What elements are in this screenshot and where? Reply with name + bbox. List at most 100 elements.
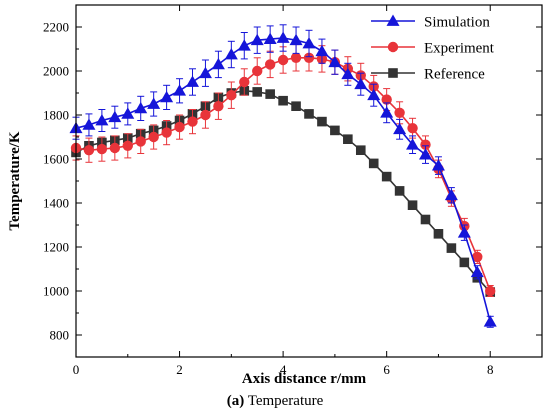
experiment-point: [472, 251, 483, 263]
simulation-point: [470, 265, 484, 278]
legend-item-reference: Reference: [371, 67, 485, 83]
experiment-point: [277, 54, 289, 66]
experiment-point: [394, 107, 405, 119]
experiment-point: [122, 140, 133, 151]
reference-point: [433, 229, 444, 239]
simulation-point: [419, 148, 432, 160]
simulation-point: [302, 37, 316, 49]
y-tick-label: 1200: [43, 240, 69, 255]
y-tick-label: 1800: [43, 108, 69, 123]
simulation-point: [483, 315, 497, 327]
experiment-point: [148, 131, 159, 143]
experiment-point: [187, 116, 198, 127]
y-tick-label: 2000: [43, 64, 69, 79]
reference-point: [330, 125, 340, 136]
simulation-point: [147, 97, 161, 109]
simulation-point: [250, 33, 264, 46]
simulation-point: [237, 39, 251, 51]
simulation-point: [431, 159, 445, 171]
reference-point: [252, 87, 263, 97]
reference-point: [278, 95, 288, 106]
legend-label-reference: Reference: [424, 67, 485, 83]
experiment-point: [83, 145, 95, 156]
series-simulation: [69, 24, 497, 328]
reference-point: [381, 171, 392, 182]
series-layer: [69, 24, 497, 328]
x-tick-label: 8: [487, 362, 494, 377]
experiment-point: [407, 123, 418, 134]
simulation-point: [263, 32, 277, 44]
simulation-point: [95, 114, 109, 126]
legend-marker: [388, 68, 398, 78]
reference-point: [446, 243, 457, 253]
simulation-point: [354, 77, 368, 90]
simulation-point: [211, 57, 225, 70]
experiment-point: [174, 121, 185, 133]
legend-marker: [386, 14, 400, 26]
plot-border: [75, 4, 543, 358]
legend-label-simulation: Simulation: [424, 15, 490, 31]
reference-point: [317, 116, 327, 127]
reference-point: [291, 101, 301, 111]
simulation-point: [134, 101, 148, 114]
simulation-point: [457, 226, 471, 238]
x-tick-label: 2: [176, 362, 183, 377]
x-tick-label: 4: [280, 362, 287, 377]
reference-point: [355, 145, 366, 155]
x-tick-label: 0: [73, 362, 80, 377]
experiment-point: [303, 52, 315, 63]
simulation-point: [380, 106, 394, 118]
simulation-point: [186, 75, 199, 87]
reference-point: [343, 134, 353, 144]
series-experiment: [70, 44, 496, 297]
simulation-point: [315, 44, 329, 57]
experiment-point: [290, 52, 302, 63]
simulation-point: [406, 138, 420, 150]
simulation-point: [198, 66, 212, 79]
experiment-point: [252, 65, 263, 77]
experiment-point: [239, 76, 250, 88]
experiment-point: [135, 136, 146, 147]
x-axis-label: Axis distance r/mm: [242, 371, 367, 387]
y-tick-label: 2200: [43, 20, 69, 35]
legend-item-experiment: Experiment: [371, 41, 495, 57]
reference-point: [394, 186, 405, 196]
simulation-point: [393, 122, 407, 135]
simulation-point: [276, 31, 290, 43]
experiment-point: [420, 139, 431, 150]
simulation-point: [173, 84, 187, 96]
simulation-point: [224, 48, 238, 60]
simulation-point: [328, 55, 342, 68]
x-tick-label: 6: [383, 362, 390, 377]
experiment-point: [200, 109, 211, 121]
legend: Simulation Experiment Reference: [371, 14, 495, 83]
experiment-point: [226, 90, 237, 101]
temperature-chart: 0 2 4 6 8 800 1000 1200 1400 1600 1800 2000 2200 Sim…: [7, 4, 543, 387]
reference-point: [304, 109, 314, 119]
figure-caption: (a) Temperature: [0, 393, 550, 410]
y-tick-label: 800: [50, 328, 70, 343]
legend-label-experiment: Experiment: [424, 41, 495, 57]
axis-ticks: 0 2 4 6 8 800 1000 1200 1400 1600 1800 2000 2200: [43, 4, 543, 377]
simulation-point: [341, 67, 355, 80]
simulation-point: [367, 88, 381, 101]
y-tick-label: 1400: [43, 196, 69, 211]
simulation-point: [289, 33, 303, 46]
simulation-point: [444, 188, 458, 201]
simulation-point: [121, 107, 135, 119]
reference-point: [407, 200, 418, 210]
experiment-point: [213, 101, 224, 112]
simulation-point: [108, 110, 122, 123]
experiment-point: [109, 142, 121, 154]
y-tick-label: 1600: [43, 152, 69, 167]
experiment-point: [381, 94, 392, 105]
experiment-point: [485, 285, 496, 297]
y-tick-label: 1000: [43, 284, 69, 299]
legend-marker: [387, 41, 399, 53]
reference-point: [368, 158, 379, 169]
plot-frame: [75, 4, 543, 358]
experiment-point: [161, 127, 172, 138]
caption-label: (a): [226, 393, 245, 409]
legend-item-simulation: Simulation: [371, 14, 490, 31]
simulation-point: [160, 90, 174, 103]
